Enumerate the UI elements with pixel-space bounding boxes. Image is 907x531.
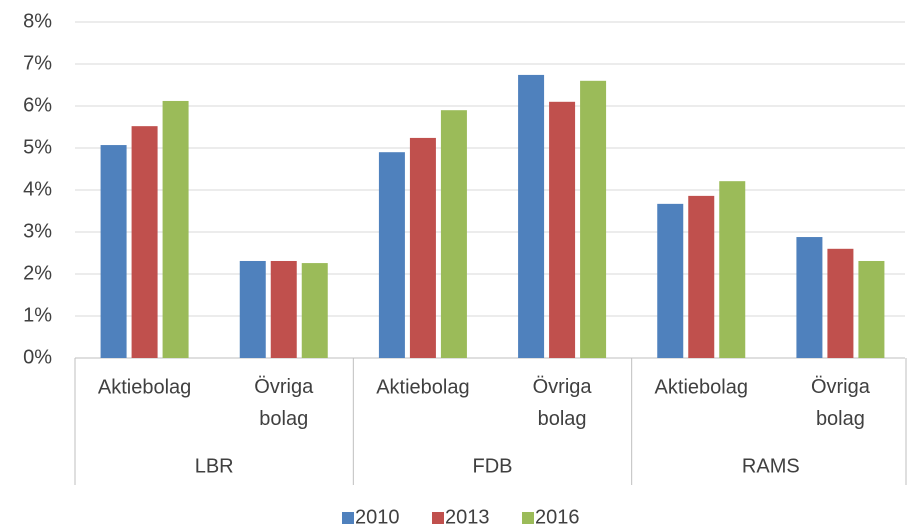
group-label: LBR — [195, 455, 234, 477]
x-tick-label: Aktiebolag — [376, 376, 469, 398]
bar — [827, 248, 854, 358]
bar — [440, 110, 467, 358]
bar — [409, 137, 436, 358]
bar — [131, 126, 158, 358]
legend-swatch — [522, 512, 534, 524]
legend-swatch — [432, 512, 444, 524]
y-tick-label: 7% — [23, 52, 52, 74]
bar — [858, 260, 885, 358]
bar — [719, 181, 746, 358]
x-tick-label: Övriga bolag — [533, 376, 593, 430]
y-tick-label: 6% — [23, 94, 52, 116]
bar — [796, 237, 823, 358]
bar — [549, 101, 576, 359]
bar — [239, 260, 266, 358]
legend-label: 2010 — [355, 506, 400, 528]
bar — [378, 152, 405, 358]
x-tick-label: Övriga bolag — [811, 376, 871, 430]
bar — [301, 263, 328, 358]
y-tick-label: 1% — [23, 304, 52, 326]
bar — [270, 260, 297, 358]
x-tick-label: Aktiebolag — [655, 376, 748, 398]
bar — [162, 100, 189, 359]
x-tick-label: Aktiebolag — [98, 376, 191, 398]
y-tick-label: 4% — [23, 178, 52, 200]
y-tick-label: 3% — [23, 220, 52, 242]
x-tick-label: Övriga bolag — [254, 376, 314, 430]
bar — [100, 145, 127, 358]
legend-label: 2016 — [535, 506, 580, 528]
bar — [657, 203, 684, 358]
y-tick-label: 0% — [23, 346, 52, 368]
group-label: RAMS — [742, 455, 800, 477]
legend-label: 2013 — [445, 506, 490, 528]
y-tick-label: 8% — [23, 10, 52, 32]
group-label: FDB — [473, 455, 513, 477]
y-tick-label: 2% — [23, 262, 52, 284]
bar — [518, 74, 545, 359]
bar — [580, 80, 607, 359]
y-tick-label: 5% — [23, 136, 52, 158]
legend-swatch — [342, 512, 354, 524]
bar — [688, 195, 715, 358]
